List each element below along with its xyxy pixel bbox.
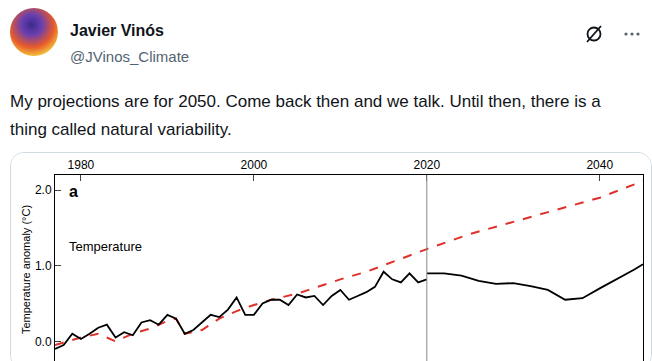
html-text:My projections are for 2050. C: My projections are for 2050. Come back t… — [10, 92, 601, 139]
svg-text:2.0: 2.0 — [35, 183, 52, 197]
svg-text:2020: 2020 — [413, 158, 440, 172]
svg-text:Temperature: Temperature — [69, 239, 142, 254]
svg-text:2000: 2000 — [241, 158, 268, 172]
svg-text:1980: 1980 — [68, 158, 95, 172]
html-text:@JVinos_Climate: @JVinos_Climate — [70, 48, 190, 65]
svg-text:1.0: 1.0 — [35, 259, 52, 273]
html-text:Javier Vinós: Javier Vinós — [70, 22, 164, 39]
svg-text:Temperature anomaly (°C): Temperature anomaly (°C) — [20, 205, 32, 334]
svg-text:0.0: 0.0 — [35, 335, 52, 349]
svg-text:2040: 2040 — [586, 158, 613, 172]
svg-text:a: a — [69, 183, 78, 200]
